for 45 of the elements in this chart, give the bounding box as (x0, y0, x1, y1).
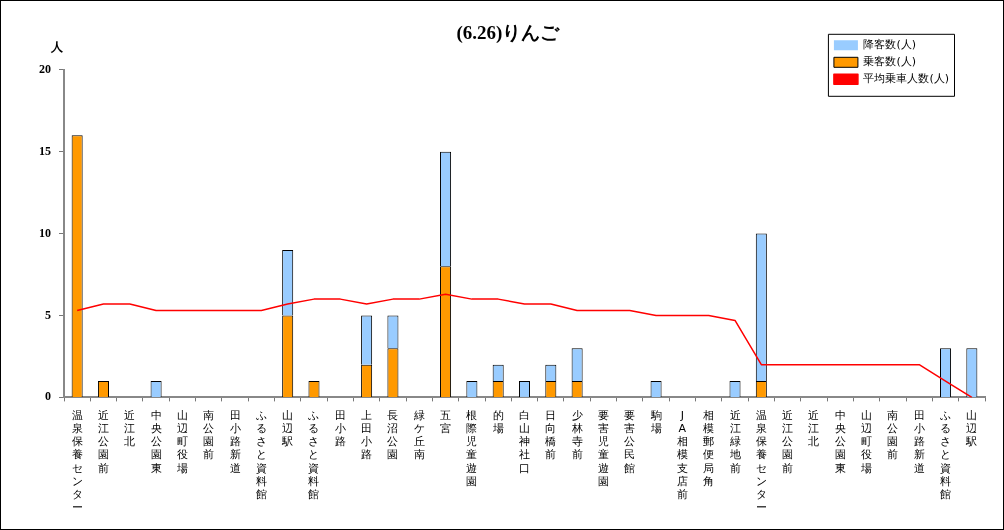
x-tick-label: 近江北 (124, 408, 136, 449)
x-tick-label: ふるさと資料館 (307, 408, 320, 502)
x-tick-label: 山辺町役場 (860, 408, 873, 475)
x-tick-label: ふるさと資料館 (254, 408, 267, 502)
x-tick-label: 温泉保養センター (71, 408, 83, 515)
x-tick-label: 南公園前 (887, 408, 899, 462)
y-tick-label: 10 (39, 225, 51, 240)
x-tick-label: 的場 (491, 408, 504, 436)
legend-label: 平均乗車人数(人) (863, 72, 950, 86)
x-tick-label: 近江公園前 (97, 408, 109, 475)
y-axis-title: 人 (50, 39, 64, 54)
x-tick-label: 相模郵便局角 (703, 408, 715, 488)
x-tick-label: 田小路新道 (229, 408, 241, 475)
legend-label: 降客数(人) (863, 38, 917, 52)
x-tick-label: 中央公園東 (834, 408, 846, 475)
y-tick-label: 5 (45, 307, 51, 322)
x-tick-label: JA相模支店前 (676, 408, 688, 502)
x-tick-label: 要害児童遊園 (597, 408, 609, 488)
y-tick-label: 0 (45, 389, 51, 404)
chart-title: (6.26)りんご (456, 22, 561, 45)
x-tick-label: 緑ケ丘南 (412, 408, 425, 462)
x-tick-label: ふるさと資料館 (939, 408, 952, 502)
x-tick-label: 近江北 (808, 408, 820, 449)
x-tick-label: 五宮 (440, 408, 452, 436)
x-tick-label: 田小路新道 (913, 408, 925, 475)
x-tick-label: 根際児童遊園 (466, 408, 478, 488)
x-tick-label: 日向橋前 (545, 408, 557, 462)
x-tick-label: 温泉保養センター (755, 408, 767, 515)
x-tick-label: 田小路 (334, 408, 346, 449)
x-tick-label: 山辺駅 (965, 408, 978, 449)
x-tick-label: 山辺町役場 (175, 408, 188, 475)
x-tick-label: 山辺駅 (281, 408, 294, 449)
x-tick-label: 駒場 (649, 408, 662, 436)
x-tick-label: 近江緑地前 (728, 408, 741, 475)
x-tick-label: 上田小路 (361, 408, 373, 462)
x-tick-label: 少林寺前 (570, 408, 583, 462)
y-tick-label: 20 (39, 61, 51, 76)
legend-label: 乗客数(人) (863, 55, 917, 69)
x-tick-label: 南公園前 (203, 408, 215, 462)
x-tick-label: 近江公園前 (782, 408, 794, 475)
x-tick-label: 白山神社口 (519, 408, 530, 475)
x-tick-label: 中央公園東 (150, 408, 162, 475)
y-tick-label: 15 (39, 143, 51, 158)
x-tick-label: 要害公民館 (624, 408, 636, 475)
x-tick-label: 長沼公園 (387, 408, 399, 462)
